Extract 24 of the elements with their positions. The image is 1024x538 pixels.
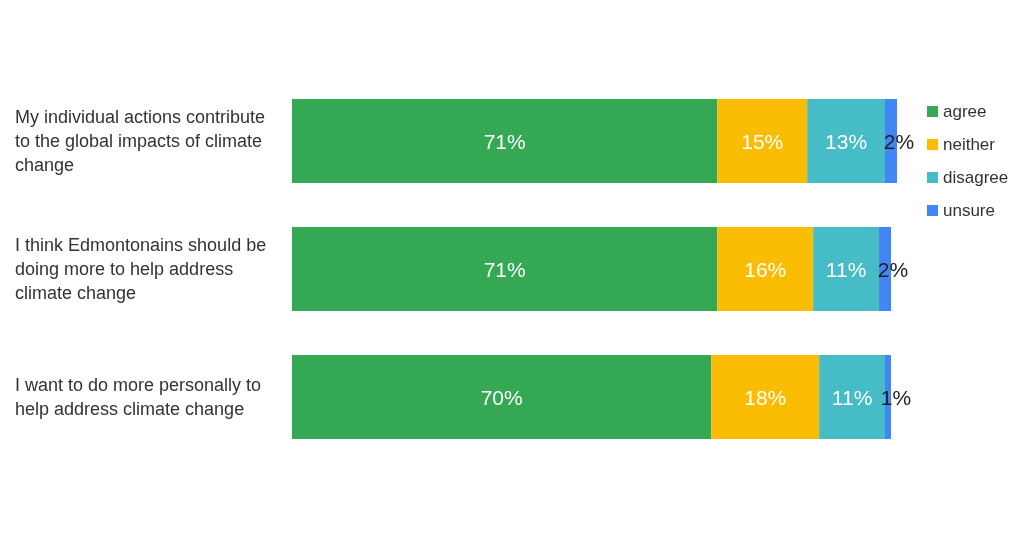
y-tick-label: My individual actions contribute to the global impacts of climate change (15, 107, 271, 175)
bar (813, 227, 880, 311)
data-label: 15% (741, 129, 784, 153)
bar (711, 355, 820, 439)
bar (292, 355, 712, 439)
bar (717, 99, 808, 183)
y-tick-label: I want to do more personally to help address climate change (15, 375, 267, 419)
data-label: 71% (483, 257, 526, 281)
data-label: 16% (744, 257, 787, 281)
legend-label: neither (943, 135, 996, 154)
legend-label: agree (943, 102, 987, 121)
bar (807, 99, 886, 183)
data-label: 11% (825, 257, 867, 281)
bar (292, 227, 718, 311)
legend-label: unsure (943, 201, 995, 220)
data-label: 13% (825, 129, 868, 153)
legend-label: disagree (943, 168, 1009, 187)
y-tick-label: I think Edmontonains should be doing more to help address climate change (15, 235, 272, 303)
bar (717, 227, 814, 311)
bar (292, 99, 718, 183)
data-label: 18% (744, 385, 787, 409)
data-label: 70% (480, 385, 523, 409)
data-label: 11% (831, 385, 873, 409)
data-label: 71% (483, 129, 526, 153)
